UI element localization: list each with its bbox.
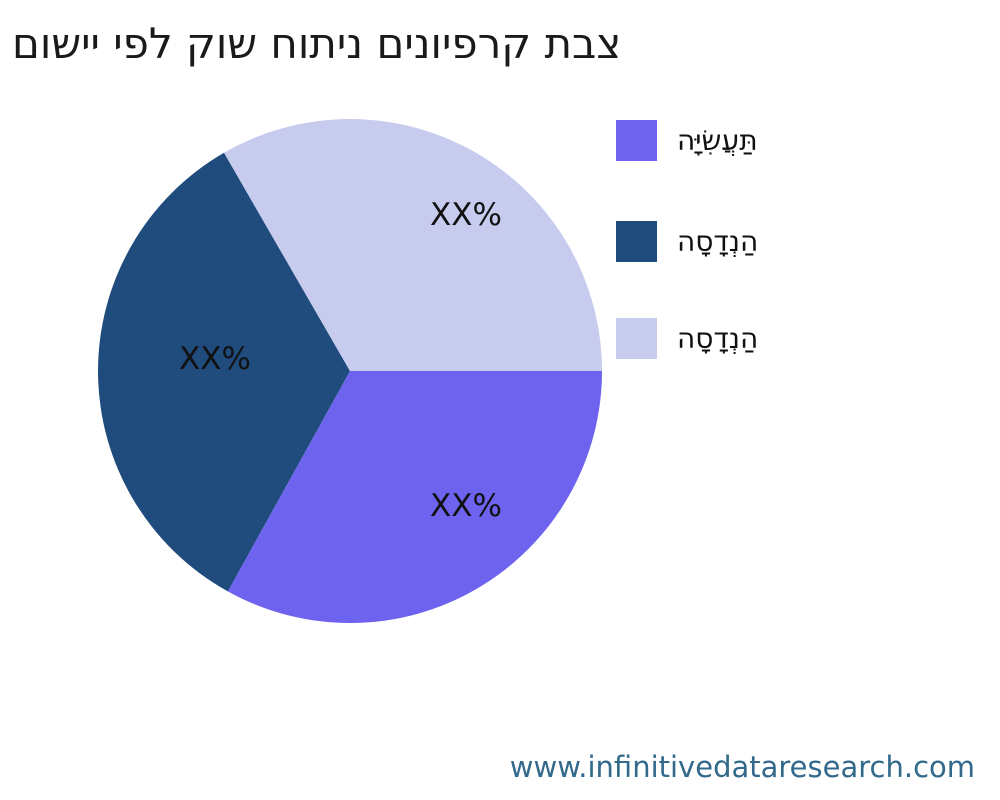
slice-percent-label-top: XX% — [430, 197, 502, 233]
pie-slice-engineering-2 — [224, 119, 602, 372]
legend-item-engineering: הַנְדָסָה — [616, 221, 758, 262]
chart-title: צבת קרפיונים ניתוח שוק לפי יישום — [12, 19, 622, 68]
legend-swatch-engineering — [616, 221, 657, 262]
legend-color-square — [616, 221, 657, 262]
slice-percent-label-left: XX% — [179, 341, 251, 377]
legend-swatch-industry — [616, 120, 657, 161]
slice-percent-label-bottom-right: XX% — [430, 488, 502, 524]
legend-item-industry: תַּעֲשִׂיָּה — [616, 120, 758, 161]
legend-item-engineering-2: הַנְדָסָה — [616, 318, 758, 359]
pie-slice-industry — [227, 371, 603, 624]
legend-label-engineering: הַנְדָסָה — [677, 225, 759, 258]
legend-label-engineering-2: הַנְדָסָה — [677, 322, 759, 355]
legend-color-square — [616, 318, 657, 359]
legend-label-industry: תַּעֲשִׂיָּה — [677, 124, 758, 157]
legend-color-square — [616, 120, 657, 161]
watermark-url: www.infinitivedataresearch.com — [509, 750, 975, 784]
pie-slice-engineering — [98, 152, 350, 592]
legend-swatch-engineering-2 — [616, 318, 657, 359]
